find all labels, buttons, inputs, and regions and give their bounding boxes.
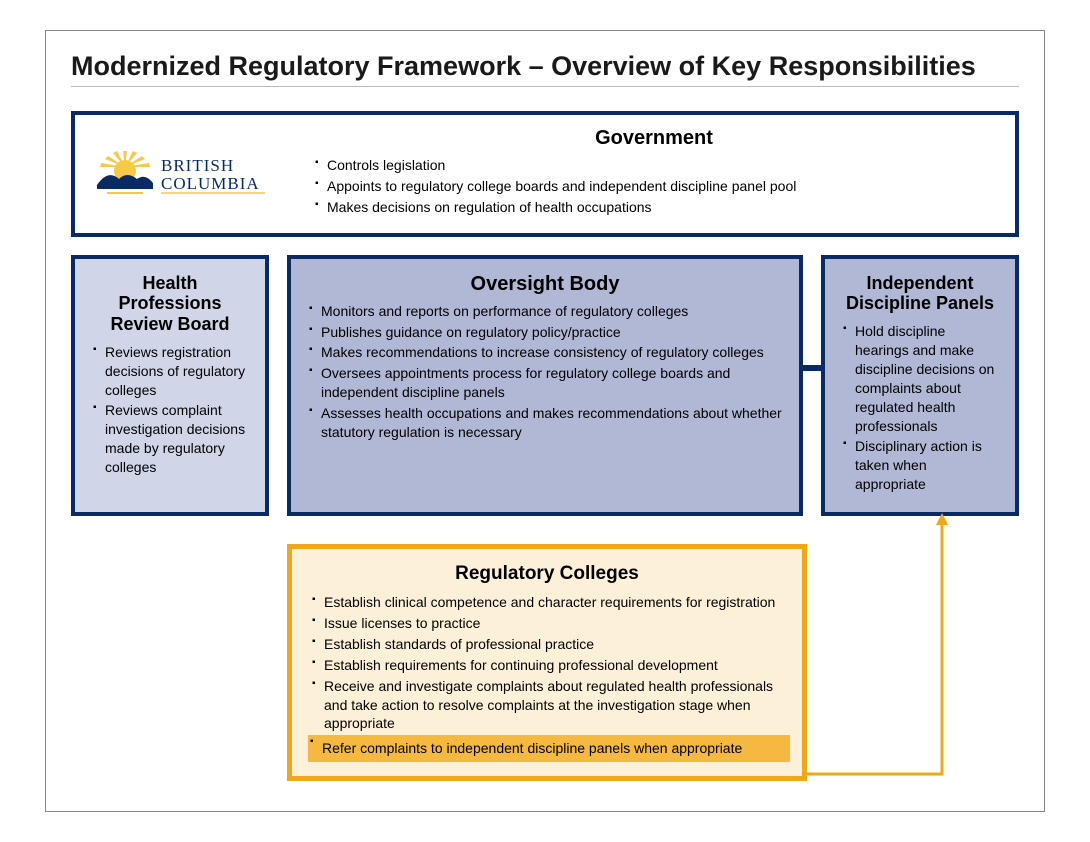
list-item: Controls legislation bbox=[313, 156, 995, 175]
box-hprb: Health Professions Review Board Reviews … bbox=[71, 255, 269, 516]
page-frame: Modernized Regulatory Framework – Overvi… bbox=[45, 30, 1045, 812]
colleges-title: Regulatory Colleges bbox=[310, 563, 784, 585]
idp-bullets: Hold discipline hearings and make discip… bbox=[841, 322, 999, 494]
list-item: Appoints to regulatory college boards an… bbox=[313, 177, 995, 196]
colleges-bullets: Establish clinical competence and charac… bbox=[310, 593, 784, 762]
list-item: Makes decisions on regulation of health … bbox=[313, 198, 995, 217]
oversight-bullets: Monitors and reports on performance of r… bbox=[307, 302, 783, 442]
arrow-colleges-to-idp bbox=[802, 509, 1002, 799]
list-item: Reviews registration decisions of regula… bbox=[91, 343, 249, 400]
bc-logo: BRITISH COLUMBIA bbox=[93, 145, 313, 200]
box-government: BRITISH COLUMBIA Government Controls leg… bbox=[71, 111, 1019, 237]
idp-title: Independent Discipline Panels bbox=[841, 273, 999, 314]
list-item: Monitors and reports on performance of r… bbox=[307, 302, 783, 321]
hprb-title: Health Professions Review Board bbox=[91, 273, 249, 335]
list-item: Reviews complaint investigation decision… bbox=[91, 401, 249, 477]
title-divider bbox=[71, 86, 1019, 87]
list-item: Assesses health occupations and makes re… bbox=[307, 404, 783, 442]
connector-oversight-idp bbox=[803, 365, 821, 371]
government-title: Government bbox=[313, 127, 995, 150]
list-item: Receive and investigate complaints about… bbox=[310, 677, 784, 734]
list-item: Establish requirements for continuing pr… bbox=[310, 656, 784, 675]
hprb-bullets: Reviews registration decisions of regula… bbox=[91, 343, 249, 477]
box-idp: Independent Discipline Panels Hold disci… bbox=[821, 255, 1019, 516]
list-item: Establish clinical competence and charac… bbox=[310, 593, 784, 612]
list-item: Hold discipline hearings and make discip… bbox=[841, 322, 999, 435]
list-item: Oversees appointments process for regula… bbox=[307, 364, 783, 402]
list-item: Makes recommendations to increase consis… bbox=[307, 343, 783, 362]
list-item: Issue licenses to practice bbox=[310, 614, 784, 633]
row-bottom: Regulatory Colleges Establish clinical c… bbox=[287, 544, 807, 781]
list-item: Disciplinary action is taken when approp… bbox=[841, 437, 999, 494]
list-item: Establish standards of professional prac… bbox=[310, 635, 784, 654]
government-bullets: Controls legislation Appoints to regulat… bbox=[313, 156, 995, 217]
list-item: Publishes guidance on regulatory policy/… bbox=[307, 323, 783, 342]
row-middle: Health Professions Review Board Reviews … bbox=[71, 255, 1019, 516]
page-title: Modernized Regulatory Framework – Overvi… bbox=[71, 51, 1019, 82]
logo-text-top: BRITISH bbox=[161, 156, 234, 175]
oversight-title: Oversight Body bbox=[307, 273, 783, 296]
logo-text-bottom: COLUMBIA bbox=[161, 174, 260, 193]
box-colleges: Regulatory Colleges Establish clinical c… bbox=[287, 544, 807, 781]
list-item-highlight: Refer complaints to independent discipli… bbox=[308, 735, 790, 762]
box-oversight: Oversight Body Monitors and reports on p… bbox=[287, 255, 803, 516]
